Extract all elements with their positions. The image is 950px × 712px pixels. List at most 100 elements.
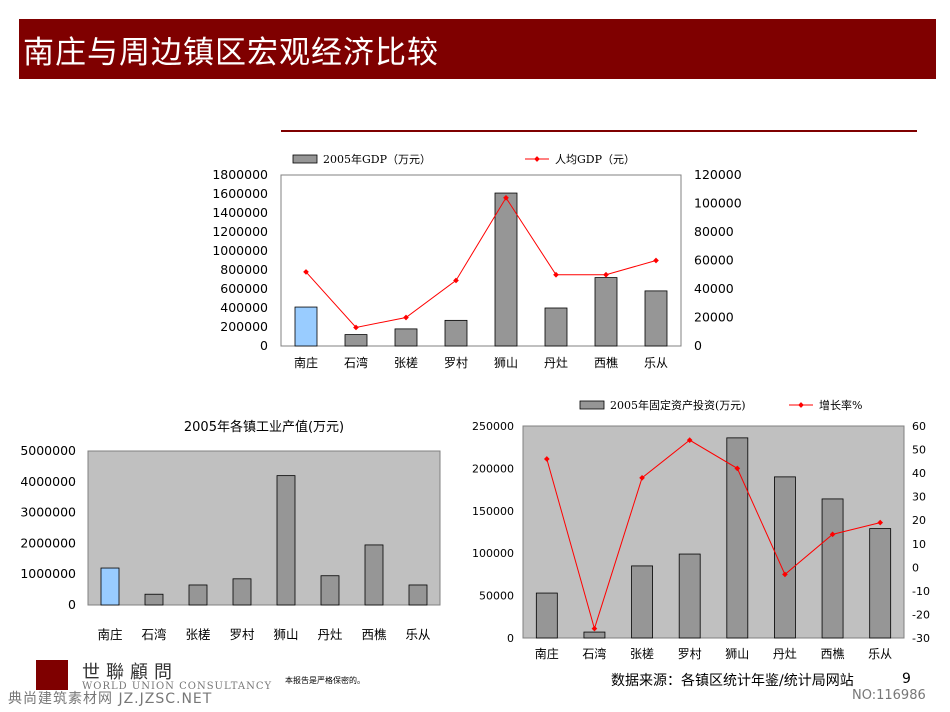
gdp-y-tick-right: 100000 [694, 196, 742, 211]
gdp-y-tick-left: 1200000 [212, 224, 268, 239]
industry-x-tick: 乐从 [405, 627, 430, 642]
industry-bar [408, 584, 428, 606]
investment-x-tick: 南庄 [535, 646, 559, 661]
industry-bar [364, 544, 384, 606]
investment-y-tick-left: 50000 [479, 590, 514, 603]
investment-x-tick: 罗村 [678, 647, 702, 661]
investment-y-tick-right: -30 [912, 632, 930, 645]
industry-y-tick-left: 2000000 [20, 535, 76, 550]
page-title: 南庄与周边镇区宏观经济比较 [23, 35, 439, 71]
industry-y-tick-left: 1000000 [20, 566, 76, 581]
investment-y-tick-left: 150000 [472, 505, 514, 518]
investment-line-point [734, 465, 741, 472]
investment-x-tick: 张槎 [630, 646, 654, 661]
data-source: 数据来源：各镇区统计年鉴/统计局网站 [611, 673, 854, 689]
gdp-y-tick-right: 60000 [694, 253, 734, 268]
investment-y-tick-right: -10 [912, 585, 930, 598]
gdp-bar [444, 319, 468, 347]
gdp-line-point [553, 271, 559, 278]
investment-line-point [543, 456, 550, 462]
investment-bar [535, 592, 558, 639]
investment-bar [678, 553, 701, 639]
investment-bar [726, 437, 749, 639]
gdp-series-line [305, 196, 657, 329]
gdp-x-tick: 西樵 [594, 355, 618, 370]
gdp-y-tick-left: 800000 [220, 262, 268, 277]
industry-bar [320, 575, 340, 606]
confidential-note: 本报告是严格保密的。 [285, 676, 365, 685]
investment-line-point [782, 571, 788, 578]
investment-legend-label: 增长率% [819, 398, 862, 412]
investment-line-point [591, 625, 598, 632]
gdp-y-tick-left: 400000 [220, 300, 268, 315]
investment-line-point [877, 519, 884, 526]
investment-series-line [546, 439, 881, 631]
investment-bar [583, 631, 606, 639]
gdp-line-point [453, 277, 459, 284]
investment-y-tick-right: 30 [912, 491, 926, 504]
investment-y-tick-left: 0 [507, 632, 514, 645]
investment-line-point [829, 531, 836, 538]
investment-plot-area [522, 425, 905, 639]
industry-bar [100, 567, 120, 606]
logo-chinese-name: 世聯顧問 [82, 662, 178, 683]
industry-y-tick-left: 4000000 [20, 474, 76, 489]
investment-bar [821, 498, 844, 639]
industry-x-tick: 丹灶 [317, 627, 342, 642]
gdp-legend-label: 2005年GDP（万元） [323, 152, 431, 166]
industry-x-tick: 张槎 [185, 627, 210, 642]
watermark-left: 典尚建筑素材网 JZ.JZSC.NET [8, 691, 213, 707]
gdp-x-tick: 丹灶 [544, 356, 568, 370]
gdp-x-tick: 罗村 [444, 356, 468, 370]
industry-y-tick-left: 0 [68, 597, 76, 612]
industry-bar [276, 475, 296, 606]
investment-x-tick: 西樵 [821, 646, 845, 661]
industry-x-tick: 西樵 [361, 627, 387, 642]
gdp-plot-area [280, 174, 682, 347]
gdp-bar [544, 307, 568, 347]
investment-y-tick-right: 40 [912, 467, 926, 480]
industry-bar [144, 593, 164, 606]
gdp-x-tick: 张槎 [394, 355, 418, 370]
title-bar: 南庄与周边镇区宏观经济比较 [19, 19, 936, 79]
logo-english-name: WORLD UNION CONSULTANCY [82, 681, 273, 692]
company-logo-icon [36, 660, 68, 690]
gdp-x-tick: 南庄 [294, 355, 318, 370]
gdp-legend-line-marker [534, 156, 540, 162]
investment-legend-label: 2005年固定资产投资(万元) [610, 398, 746, 412]
gdp-y-tick-left: 1600000 [212, 186, 268, 201]
gdp-line-point [303, 269, 309, 275]
industry-plot-area [87, 450, 441, 606]
gdp-legend-label: 人均GDP（元） [555, 153, 635, 166]
gdp-y-tick-left: 1800000 [212, 167, 268, 182]
investment-line-point [639, 474, 645, 481]
investment-y-tick-right: 10 [912, 538, 926, 551]
gdp-y-tick-right: 0 [694, 338, 702, 353]
gdp-y-tick-right: 120000 [694, 167, 742, 182]
gdp-bar [344, 334, 368, 347]
gdp-y-tick-left: 1400000 [212, 205, 268, 220]
gdp-x-tick: 石湾 [344, 355, 368, 370]
gdp-bar [294, 306, 318, 347]
investment-bar [631, 565, 653, 639]
gdp-bar [594, 277, 618, 347]
divider-rule [281, 130, 917, 132]
investment-bar [774, 476, 796, 639]
investment-bar [869, 528, 892, 639]
industry-chart-title: 2005年各镇工业产值(万元) [184, 419, 344, 435]
gdp-line-point [403, 314, 409, 321]
gdp-legend-bar-swatch [292, 154, 318, 164]
gdp-y-tick-right: 80000 [694, 224, 734, 239]
industry-x-tick: 南庄 [97, 627, 122, 642]
investment-y-tick-right: 60 [912, 420, 926, 433]
investment-y-tick-right: -20 [912, 608, 930, 621]
investment-x-tick: 丹灶 [773, 647, 797, 661]
investment-y-tick-right: 20 [912, 514, 926, 527]
gdp-line-point [353, 324, 359, 331]
investment-x-tick: 石湾 [582, 646, 606, 661]
investment-legend-line-marker [798, 402, 804, 408]
gdp-y-tick-left: 1000000 [212, 243, 268, 258]
industry-y-tick-left: 3000000 [20, 505, 76, 520]
investment-y-tick-left: 100000 [472, 547, 514, 560]
